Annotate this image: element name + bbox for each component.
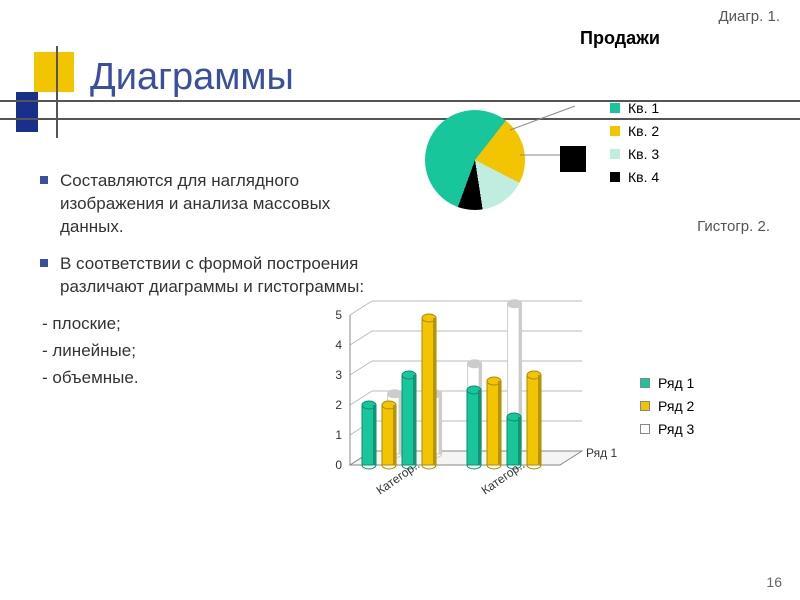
pie-legend: Кв. 1 Кв. 2 Кв. 3 Кв. 4 (610, 100, 659, 192)
bar-chart: 012345Категор..Категор..Ряд 1 (300, 275, 640, 525)
legend-label: Ряд 3 (658, 421, 694, 437)
accent-blue-block (16, 92, 38, 132)
bar-legend-item: Ряд 3 (640, 421, 694, 437)
accent-yellow-block (34, 52, 74, 92)
pie-legend-item: Кв. 3 (610, 146, 659, 162)
legend-swatch (610, 172, 620, 182)
legend-swatch (640, 401, 650, 411)
bar-legend-item: Ряд 1 (640, 375, 694, 391)
decoration-vline (56, 46, 58, 138)
svg-text:4: 4 (335, 338, 342, 352)
svg-text:5: 5 (335, 308, 342, 322)
decoration-line-top (0, 100, 800, 102)
legend-swatch (640, 424, 650, 434)
svg-text:1: 1 (335, 428, 342, 442)
legend-swatch (610, 126, 620, 136)
decoration-line-mid (0, 118, 800, 120)
top-label-2: Продажи (580, 28, 660, 49)
legend-label: Кв. 3 (628, 146, 659, 162)
legend-swatch (610, 149, 620, 159)
svg-text:3: 3 (335, 368, 342, 382)
top-label-1: Диагр. 1. (718, 8, 780, 25)
legend-swatch (610, 103, 620, 113)
slide-title: Диаграммы (90, 56, 294, 99)
pie-exploded-slice (560, 146, 586, 172)
pie-legend-item: Кв. 1 (610, 100, 659, 116)
legend-label: Кв. 2 (628, 123, 659, 139)
legend-label: Кв. 1 (628, 100, 659, 116)
svg-text:2: 2 (335, 398, 342, 412)
histogram-label: Гистогр. 2. (697, 218, 770, 235)
bar-legend-item: Ряд 2 (640, 398, 694, 414)
bullet-item: Составляются для наглядного изображения … (40, 170, 370, 239)
page-number: 16 (766, 574, 782, 590)
pie-legend-item: Кв. 2 (610, 123, 659, 139)
svg-text:Ряд 1: Ряд 1 (586, 446, 617, 460)
legend-label: Ряд 2 (658, 398, 694, 414)
bar-chart-svg: 012345Категор..Категор..Ряд 1 (300, 275, 640, 525)
svg-text:0: 0 (335, 458, 342, 472)
pie-leader-lines (420, 100, 580, 220)
legend-swatch (640, 378, 650, 388)
bar-legend: Ряд 1 Ряд 2 Ряд 3 (640, 375, 694, 444)
legend-label: Ряд 1 (658, 375, 694, 391)
pie-legend-item: Кв. 4 (610, 169, 659, 185)
legend-label: Кв. 4 (628, 169, 659, 185)
